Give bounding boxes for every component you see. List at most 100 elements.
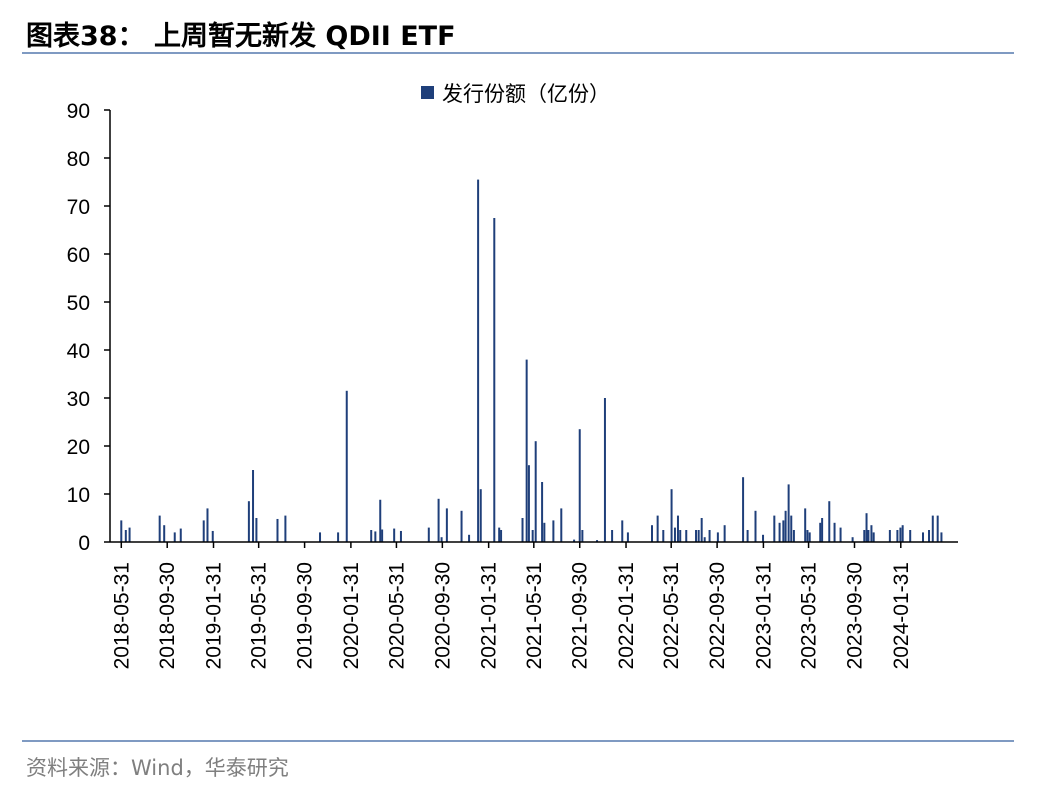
- bar: [460, 510, 463, 542]
- bar: [703, 537, 706, 542]
- bar: [611, 530, 614, 542]
- x-tick-label: 2023-05-31: [798, 562, 821, 669]
- bar: [543, 522, 546, 542]
- y-tick-label: 50: [67, 292, 90, 315]
- bar: [626, 532, 629, 542]
- x-tick-label: 2022-09-30: [706, 562, 729, 669]
- x-tick-label: 2019-01-31: [203, 562, 226, 669]
- bar: [828, 501, 831, 542]
- x-tick-label: 2023-01-31: [752, 562, 775, 669]
- bar: [345, 390, 348, 542]
- bar: [787, 484, 790, 542]
- bar: [940, 532, 943, 542]
- bar: [778, 522, 781, 542]
- bar: [158, 515, 161, 542]
- bar: [676, 515, 679, 542]
- x-tick-label: 2019-05-31: [248, 562, 271, 669]
- x-tick-label: 2023-09-30: [843, 562, 866, 669]
- bar: [870, 525, 873, 542]
- bar: [621, 520, 624, 542]
- bar: [888, 530, 891, 542]
- bar: [525, 359, 528, 542]
- y-tick-label: 40: [67, 340, 90, 363]
- bar: [437, 498, 440, 542]
- bar: [179, 528, 182, 542]
- bar: [754, 510, 757, 542]
- x-tick-label: 2021-01-31: [478, 562, 501, 669]
- y-tick-label: 10: [67, 484, 90, 507]
- bar: [531, 530, 534, 542]
- bar: [124, 530, 127, 542]
- bar: [651, 525, 653, 542]
- bar: [695, 530, 698, 542]
- bar: [211, 530, 214, 542]
- header-divider: [22, 52, 1014, 54]
- bar: [931, 515, 934, 542]
- bar: [477, 179, 480, 542]
- bar: [901, 525, 904, 542]
- bar: [573, 539, 576, 542]
- bar: [527, 465, 530, 542]
- bar: [656, 515, 659, 542]
- bar: [479, 489, 482, 542]
- bar: [493, 218, 496, 542]
- bar: [445, 508, 448, 542]
- legend-label: 发行份额（亿份）: [442, 82, 610, 106]
- bar: [581, 530, 584, 542]
- y-tick-label: 80: [67, 148, 90, 171]
- bar: [603, 398, 606, 542]
- bar: [821, 518, 824, 542]
- bar: [560, 508, 563, 542]
- bar: [723, 525, 726, 542]
- bar: [276, 518, 279, 542]
- bar: [247, 501, 250, 542]
- x-tick-label: 2024-01-31: [890, 562, 913, 669]
- bar: [792, 530, 795, 542]
- bar: [662, 530, 665, 542]
- figure-title: 图表38： 上周暂无新发 QDII ETF: [26, 21, 456, 52]
- bar: [541, 482, 544, 542]
- bar: [319, 532, 322, 542]
- bar: [370, 530, 373, 542]
- bar: [762, 534, 765, 542]
- bar: [928, 530, 931, 542]
- bar: [255, 518, 258, 542]
- bar: [578, 429, 581, 542]
- bar: [899, 527, 902, 542]
- bar: [784, 510, 787, 542]
- y-tick-label: 0: [78, 532, 90, 555]
- bar: [819, 522, 822, 542]
- bar: [851, 537, 854, 542]
- bar: [673, 527, 676, 542]
- bar: [700, 518, 703, 542]
- x-tick-label: 2021-05-31: [523, 562, 546, 669]
- bar: [782, 520, 785, 542]
- bar: [534, 441, 537, 542]
- bars: [120, 179, 943, 542]
- bar: [909, 530, 912, 542]
- x-tick-label: 2018-09-30: [156, 562, 179, 669]
- bar: [337, 532, 340, 542]
- bar: [865, 513, 868, 542]
- legend: 发行份额（亿份）: [421, 82, 610, 106]
- bar: [427, 527, 430, 542]
- y-tick-label: 70: [67, 196, 90, 219]
- x-tick-label: 2020-01-31: [340, 562, 363, 669]
- bar: [863, 530, 866, 542]
- bar: [936, 515, 939, 542]
- bar: [500, 530, 503, 542]
- bar: [685, 530, 688, 542]
- bar: [839, 527, 842, 542]
- bar: [163, 525, 166, 542]
- x-tick-label: 2020-05-31: [385, 562, 408, 669]
- bar: [379, 499, 382, 542]
- bar: [872, 532, 875, 542]
- bar: [374, 531, 377, 542]
- x-tick-label: 2021-09-30: [569, 562, 592, 669]
- x-tick-label: 2018-05-31: [110, 562, 133, 669]
- bar: [716, 532, 719, 542]
- x-axis: 2018-05-31 2018-09-30 2019-01-31 2019-05-31…: [110, 541, 958, 669]
- bar: [922, 532, 924, 542]
- bar: [670, 489, 673, 542]
